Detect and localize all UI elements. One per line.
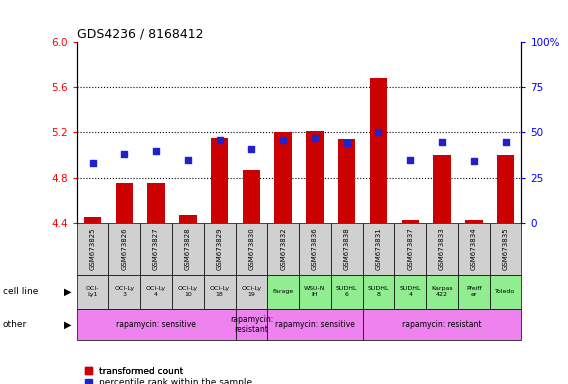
Text: GSM673831: GSM673831: [375, 227, 382, 270]
Point: [501, 139, 510, 145]
Text: OCI-Ly
10: OCI-Ly 10: [178, 286, 198, 297]
Bar: [204, 275, 236, 309]
Text: GSM673830: GSM673830: [248, 227, 254, 270]
Bar: [331, 223, 362, 275]
Legend: percentile rank within the sample: percentile rank within the sample: [81, 375, 256, 384]
Text: GSM673827: GSM673827: [153, 227, 159, 270]
Bar: [140, 275, 172, 309]
Bar: [268, 223, 299, 275]
Bar: [77, 309, 236, 340]
Text: rapamycin: sensitive: rapamycin: sensitive: [116, 320, 196, 329]
Bar: [458, 275, 490, 309]
Text: ▶: ▶: [64, 319, 71, 329]
Bar: [433, 155, 451, 223]
Bar: [338, 139, 356, 223]
Bar: [243, 170, 260, 223]
Bar: [179, 215, 197, 223]
Text: GSM673835: GSM673835: [503, 227, 508, 270]
Bar: [116, 183, 133, 223]
Bar: [490, 275, 521, 309]
Point: [215, 137, 224, 143]
Text: rapamycin: resistant: rapamycin: resistant: [402, 320, 482, 329]
Text: Toledo: Toledo: [495, 289, 516, 295]
Bar: [274, 132, 292, 223]
Bar: [362, 309, 521, 340]
Bar: [331, 275, 362, 309]
Text: OCI-
Ly1: OCI- Ly1: [86, 286, 99, 297]
Text: Farage: Farage: [273, 289, 294, 295]
Bar: [458, 223, 490, 275]
Bar: [394, 223, 426, 275]
Bar: [402, 220, 419, 223]
Bar: [172, 223, 204, 275]
Bar: [497, 155, 514, 223]
Bar: [299, 275, 331, 309]
Point: [310, 135, 319, 141]
Text: WSU-N
IH: WSU-N IH: [304, 286, 325, 297]
Point: [88, 160, 97, 166]
Text: GSM673836: GSM673836: [312, 227, 318, 270]
Point: [469, 158, 478, 164]
Bar: [426, 275, 458, 309]
Bar: [84, 217, 101, 223]
Point: [247, 146, 256, 152]
Point: [152, 147, 161, 154]
Text: OCI-Ly
19: OCI-Ly 19: [241, 286, 261, 297]
Point: [437, 139, 446, 145]
Text: GSM673838: GSM673838: [344, 227, 350, 270]
Point: [279, 137, 288, 143]
Point: [374, 129, 383, 136]
Text: GSM673834: GSM673834: [471, 227, 477, 270]
Bar: [362, 223, 394, 275]
Text: GDS4236 / 8168412: GDS4236 / 8168412: [77, 27, 203, 40]
Bar: [394, 275, 426, 309]
Bar: [370, 78, 387, 223]
Bar: [362, 275, 394, 309]
Text: cell line: cell line: [3, 287, 38, 296]
Text: Pfeiff
er: Pfeiff er: [466, 286, 482, 297]
Bar: [426, 223, 458, 275]
Bar: [77, 223, 108, 275]
Bar: [108, 275, 140, 309]
Bar: [140, 223, 172, 275]
Bar: [236, 275, 268, 309]
Bar: [299, 223, 331, 275]
Text: OCI-Ly
3: OCI-Ly 3: [114, 286, 135, 297]
Text: rapamycin:
resistant: rapamycin: resistant: [230, 315, 273, 334]
Bar: [268, 275, 299, 309]
Text: GSM673833: GSM673833: [439, 227, 445, 270]
Text: OCI-Ly
4: OCI-Ly 4: [146, 286, 166, 297]
Text: GSM673828: GSM673828: [185, 227, 191, 270]
Bar: [236, 223, 268, 275]
Bar: [211, 138, 228, 223]
Bar: [490, 223, 521, 275]
Bar: [147, 183, 165, 223]
Text: GSM673837: GSM673837: [407, 227, 414, 270]
Bar: [465, 220, 482, 223]
Text: SUDHL
4: SUDHL 4: [399, 286, 421, 297]
Bar: [236, 309, 268, 340]
Bar: [306, 131, 324, 223]
Text: GSM673832: GSM673832: [280, 227, 286, 270]
Text: SUDHL
8: SUDHL 8: [367, 286, 389, 297]
Text: OCI-Ly
18: OCI-Ly 18: [210, 286, 229, 297]
Text: GSM673826: GSM673826: [122, 227, 127, 270]
Point: [183, 157, 193, 163]
Text: SUDHL
6: SUDHL 6: [336, 286, 357, 297]
Point: [342, 140, 351, 146]
Text: GSM673825: GSM673825: [90, 227, 95, 270]
Text: Karpas
422: Karpas 422: [431, 286, 453, 297]
Text: other: other: [3, 320, 27, 329]
Bar: [268, 309, 362, 340]
Bar: [204, 223, 236, 275]
Text: ▶: ▶: [64, 287, 71, 297]
Bar: [108, 223, 140, 275]
Text: rapamycin: sensitive: rapamycin: sensitive: [275, 320, 355, 329]
Point: [120, 151, 129, 157]
Bar: [77, 275, 108, 309]
Legend: transformed count: transformed count: [81, 363, 187, 379]
Text: GSM673829: GSM673829: [216, 227, 223, 270]
Bar: [172, 275, 204, 309]
Point: [406, 157, 415, 163]
